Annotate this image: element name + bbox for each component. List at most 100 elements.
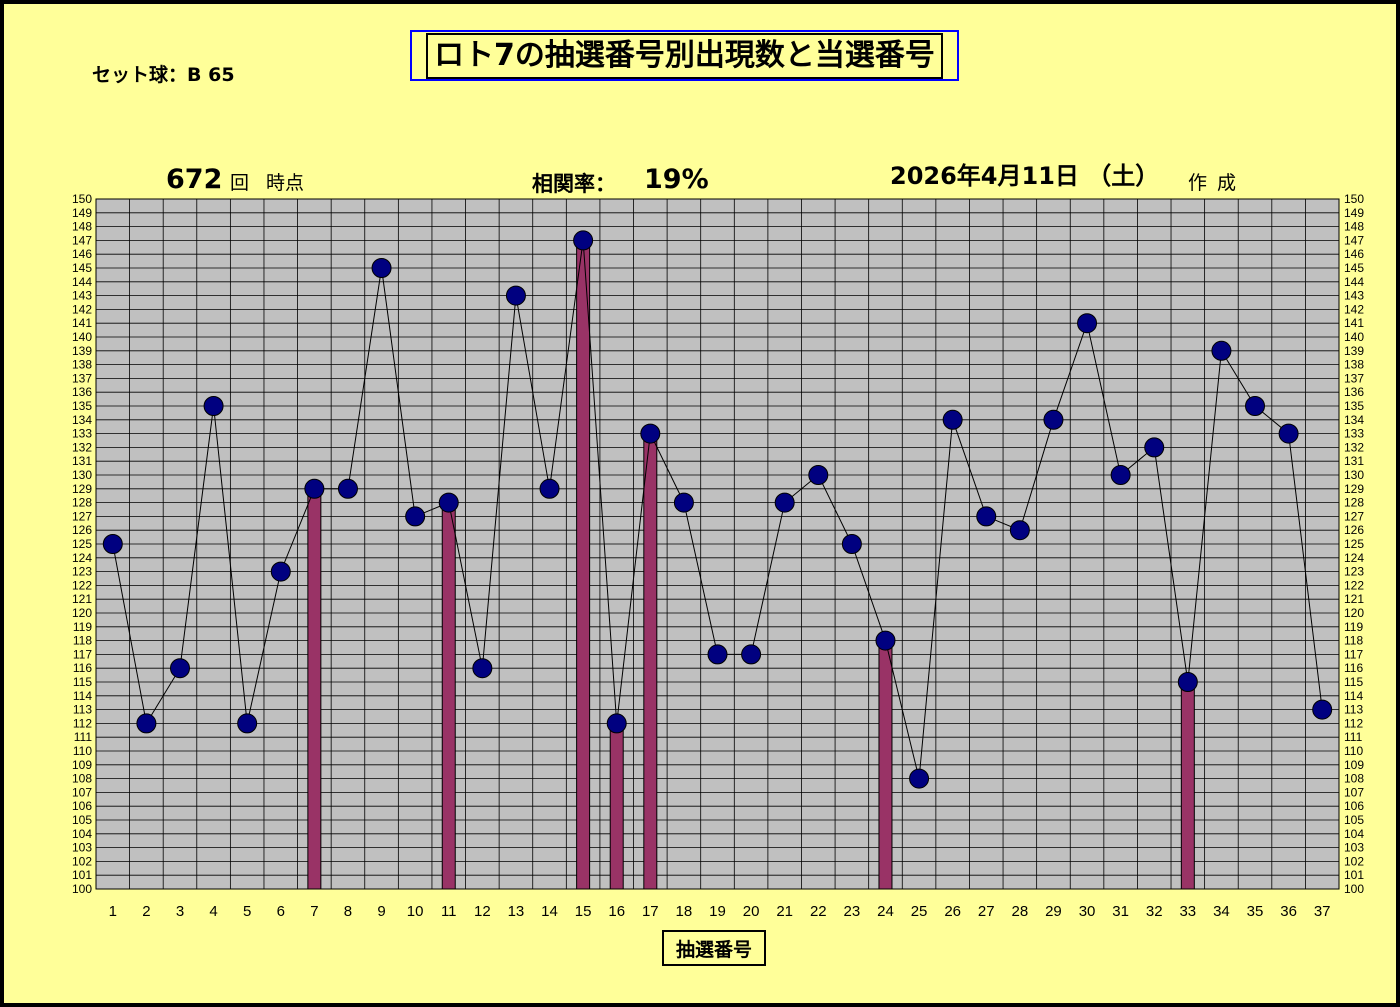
count-marker	[1009, 520, 1030, 541]
y-tick-label-right: 140	[1344, 330, 1364, 344]
y-tick-label-left: 131	[72, 454, 92, 468]
correlation-label: 相関率：	[532, 172, 616, 196]
y-tick-label-left: 140	[72, 330, 92, 344]
y-tick-label-left: 147	[72, 233, 92, 247]
x-axis-label: 抽選番号	[675, 938, 752, 961]
y-tick-label-right: 124	[1344, 551, 1364, 565]
y-tick-label-right: 138	[1344, 358, 1364, 372]
x-tick-label: 7	[310, 903, 318, 920]
y-tick-label-right: 112	[1344, 716, 1363, 730]
draw-count: 672	[166, 164, 223, 195]
x-tick-label: 32	[1146, 903, 1163, 920]
y-tick-label-left: 125	[72, 537, 92, 551]
y-tick-label-right: 118	[1344, 634, 1363, 648]
y-tick-label-right: 131	[1344, 454, 1364, 468]
y-tick-label-right: 134	[1344, 413, 1364, 427]
y-tick-label-right: 147	[1344, 233, 1364, 247]
y-tick-label-left: 108	[72, 772, 92, 786]
y-tick-label-left: 130	[72, 468, 92, 482]
chart-title-box: ロト7の抽選番号別出現数と当選番号	[410, 30, 959, 81]
x-tick-label: 12	[474, 903, 491, 920]
y-tick-label-right: 106	[1344, 799, 1364, 813]
x-tick-label: 13	[508, 903, 525, 920]
y-tick-label-left: 134	[72, 413, 92, 427]
x-tick-label: 33	[1179, 903, 1196, 920]
y-tick-label-right: 109	[1344, 758, 1364, 772]
y-tick-label-left: 107	[72, 785, 92, 799]
y-tick-label-right: 139	[1344, 344, 1364, 358]
count-marker	[1312, 699, 1333, 720]
count-marker	[1144, 437, 1165, 458]
count-marker	[841, 534, 862, 554]
y-tick-label-left: 150	[72, 192, 92, 206]
count-marker	[270, 561, 291, 582]
x-tick-label: 21	[776, 903, 793, 920]
x-tick-label: 29	[1045, 903, 1062, 920]
date-text: 2026年4月11日 （土）	[890, 162, 1160, 190]
y-tick-label-right: 132	[1344, 440, 1364, 454]
y-tick-label-left: 126	[72, 523, 92, 537]
y-tick-label-right: 143	[1344, 289, 1364, 303]
y-tick-label-left: 138	[72, 358, 92, 372]
draw-unit: 回	[230, 172, 250, 194]
winning-bar	[576, 239, 591, 890]
y-tick-label-right: 110	[1344, 744, 1363, 758]
y-tick-label-right: 102	[1344, 854, 1364, 868]
x-tick-label: 9	[377, 903, 385, 920]
y-tick-label-right: 136	[1344, 385, 1364, 399]
count-marker	[1245, 396, 1266, 416]
y-tick-label-right: 123	[1344, 565, 1364, 579]
count-marker	[774, 492, 795, 513]
x-tick-label: 23	[844, 903, 861, 920]
correlation-value: 19%	[644, 164, 709, 195]
count-marker	[1177, 672, 1198, 692]
count-marker	[1043, 409, 1064, 430]
y-tick-label-left: 101	[72, 868, 92, 882]
y-tick-label-left: 144	[72, 275, 92, 289]
y-tick-label-left: 104	[72, 827, 92, 841]
y-tick-label-right: 135	[1344, 399, 1364, 413]
count-marker	[573, 230, 594, 251]
x-tick-label: 2	[142, 903, 150, 920]
x-tick-label: 5	[243, 903, 251, 920]
y-tick-label-right: 144	[1344, 275, 1364, 289]
y-tick-label-left: 117	[73, 647, 92, 661]
y-tick-label-left: 106	[72, 799, 92, 813]
y-tick-label-left: 141	[72, 316, 92, 330]
y-tick-label-right: 128	[1344, 496, 1364, 510]
count-marker	[472, 658, 493, 679]
count-marker	[304, 478, 325, 499]
y-tick-label-right: 108	[1344, 772, 1364, 786]
y-tick-label-left: 132	[72, 440, 92, 454]
x-tick-label: 8	[344, 903, 352, 920]
winning-bar	[878, 640, 893, 890]
y-tick-label-left: 118	[73, 634, 92, 648]
y-tick-label-right: 117	[1344, 647, 1363, 661]
x-tick-label: 37	[1314, 903, 1331, 920]
x-tick-label: 35	[1247, 903, 1264, 920]
count-marker	[337, 478, 358, 499]
y-tick-label-right: 121	[1344, 592, 1364, 606]
winning-bar	[441, 502, 456, 890]
y-tick-label-right: 149	[1344, 206, 1364, 220]
count-marker	[909, 768, 930, 789]
x-tick-label: 1	[109, 903, 117, 920]
y-tick-label-left: 133	[72, 427, 92, 441]
y-tick-label-left: 135	[72, 399, 92, 413]
count-marker	[1211, 340, 1232, 361]
y-tick-label-right: 115	[1344, 675, 1363, 689]
y-tick-label-right: 116	[1344, 661, 1363, 675]
y-tick-label-right: 133	[1344, 427, 1364, 441]
y-tick-label-right: 145	[1344, 261, 1364, 275]
set-ball-label: セット球：B 65	[92, 64, 235, 86]
y-tick-label-right: 125	[1344, 537, 1364, 551]
count-marker	[169, 658, 190, 679]
count-marker	[673, 492, 694, 513]
y-tick-label-left: 129	[72, 482, 92, 496]
x-tick-label: 25	[911, 903, 928, 920]
y-tick-label-right: 100	[1344, 882, 1364, 896]
y-tick-label-left: 102	[72, 854, 92, 868]
y-tick-label-right: 148	[1344, 220, 1364, 234]
x-tick-label: 18	[676, 903, 693, 920]
